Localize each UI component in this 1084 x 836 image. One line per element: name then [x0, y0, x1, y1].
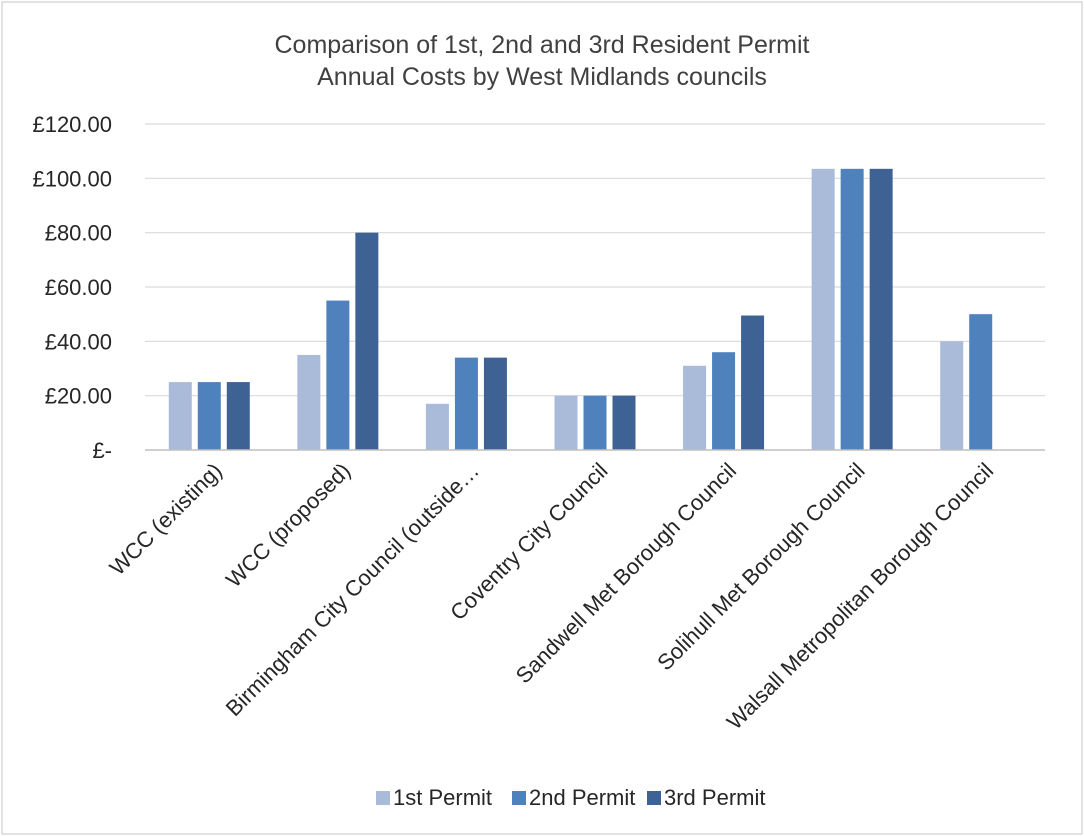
y-tick-label: £-: [92, 438, 112, 463]
bar-series-2: [840, 168, 864, 450]
bar-series-2: [969, 314, 993, 450]
bar-series-2: [326, 300, 350, 450]
gridlines: [145, 123, 1045, 397]
bar-series-3: [612, 395, 636, 450]
bar-series-2: [197, 382, 221, 450]
legend-swatch: [376, 791, 390, 805]
bar-series-2: [712, 352, 736, 450]
y-tick-label: £60.00: [45, 275, 112, 300]
y-tick-label: £120.00: [32, 112, 112, 137]
legend-swatch: [512, 791, 526, 805]
bar-series-3: [741, 315, 765, 450]
legend: 1st Permit 2nd Permit 3rd Permit: [376, 785, 765, 810]
chart-title-line-2: Annual Costs by West Midlands councils: [317, 63, 767, 91]
bar-series-1: [168, 382, 192, 450]
legend-swatch: [647, 791, 661, 805]
bar-series-1: [940, 341, 964, 450]
bar-series-3: [226, 382, 250, 450]
bar-series-3: [355, 232, 379, 450]
y-tick-label: £80.00: [45, 221, 112, 246]
y-tick-label: £40.00: [45, 329, 112, 354]
bar-series-3: [483, 357, 507, 450]
bar-series-1: [425, 403, 449, 450]
legend-label: 2nd Permit: [529, 785, 635, 810]
chart-title-line-1: Comparison of 1st, 2nd and 3rd Resident …: [275, 31, 810, 59]
bar-series-1: [554, 395, 578, 450]
bar-series-2: [583, 395, 607, 450]
bars: [168, 168, 993, 450]
y-tick-label: £100.00: [32, 166, 112, 191]
y-tick-label: £20.00: [45, 384, 112, 409]
bar-series-2: [454, 357, 478, 450]
y-axis-ticks: £- £20.00 £40.00 £60.00 £80.00 £100.00 £120.00: [32, 112, 112, 463]
bar-series-3: [869, 168, 893, 450]
bar-series-1: [683, 365, 707, 450]
legend-label: 3rd Permit: [664, 785, 765, 810]
legend-label: 1st Permit: [393, 785, 492, 810]
bar-series-1: [811, 168, 835, 450]
bar-series-1: [297, 354, 321, 450]
